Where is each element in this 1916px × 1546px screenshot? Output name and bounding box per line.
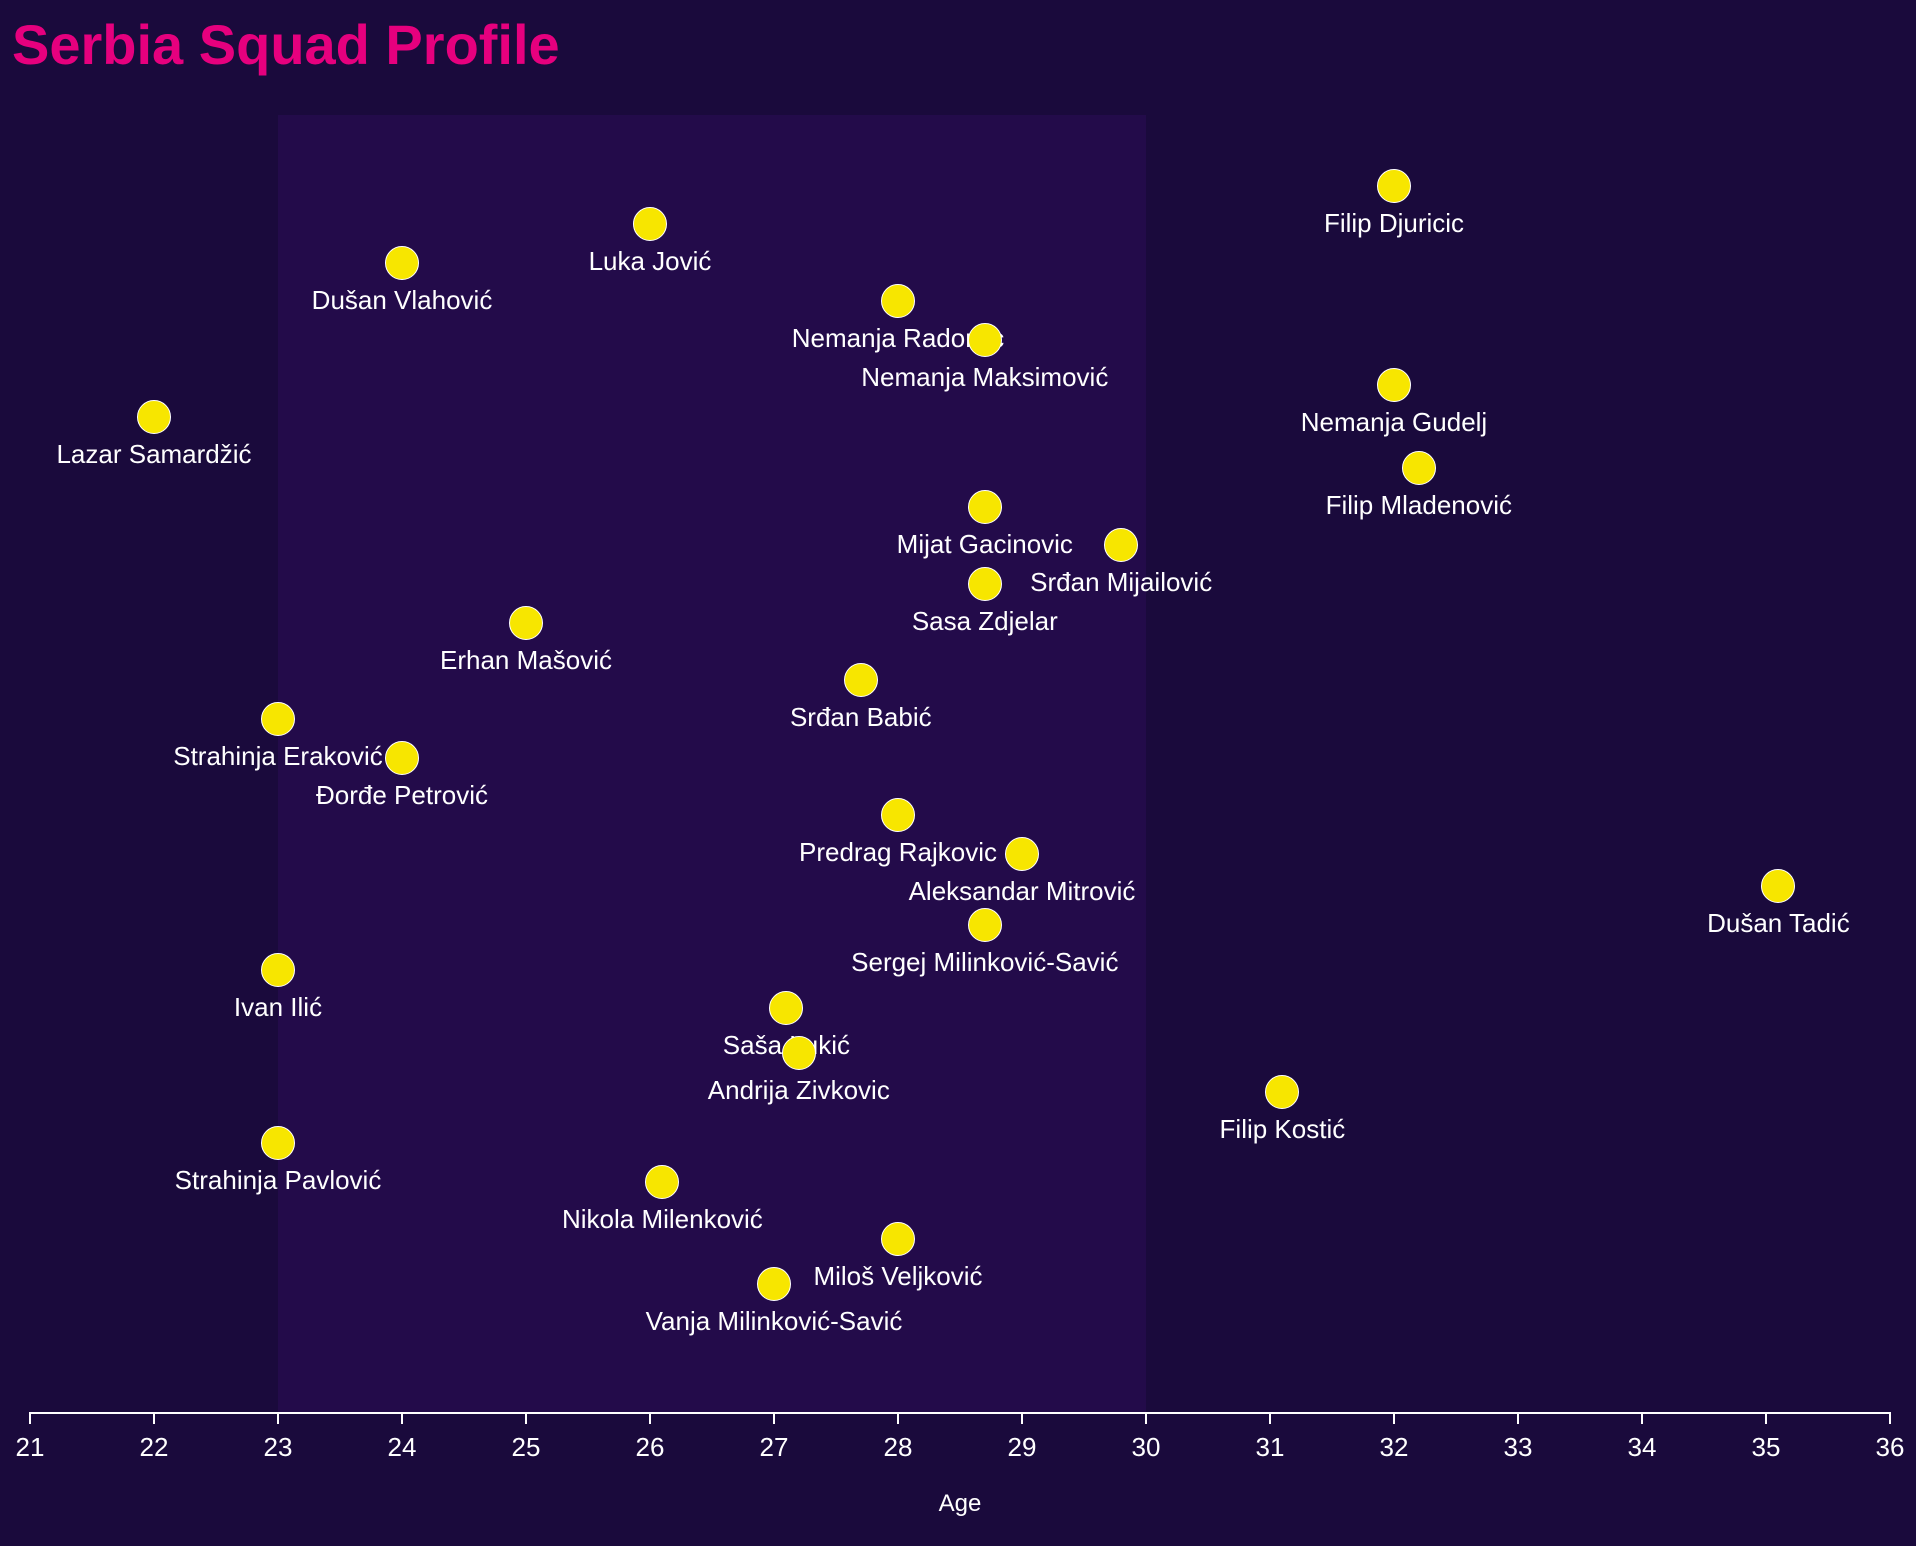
- player-dot: [1104, 528, 1138, 562]
- player-dot: [881, 798, 915, 832]
- x-tick-label: 27: [760, 1432, 789, 1463]
- player-dot: [137, 400, 171, 434]
- x-tick-label: 30: [1132, 1432, 1161, 1463]
- player-label: Miloš Veljković: [813, 1261, 982, 1292]
- x-tick-label: 21: [16, 1432, 45, 1463]
- player-dot: [1005, 837, 1039, 871]
- player-label: Strahinja Eraković: [173, 741, 383, 772]
- x-tick: [1765, 1412, 1767, 1424]
- player-label: Erhan Mašović: [440, 645, 612, 676]
- player-label: Predrag Rajkovic: [799, 837, 997, 868]
- player-label: Filip Kostić: [1220, 1114, 1346, 1145]
- player-label: Đorđe Petrović: [316, 780, 488, 811]
- player-label: Nikola Milenković: [562, 1204, 763, 1235]
- player-label: Filip Djuricic: [1324, 208, 1464, 239]
- player-dot: [782, 1036, 816, 1070]
- player-label: Mijat Gacinovic: [897, 529, 1073, 560]
- x-tick: [1641, 1412, 1643, 1424]
- squad-profile-chart: Serbia Squad Profile 21 22 23 24 25 26 27 28 29 3…: [0, 0, 1916, 1546]
- player-label: Dušan Vlahović: [312, 285, 493, 316]
- x-tick-label: 24: [388, 1432, 417, 1463]
- player-dot: [968, 323, 1002, 357]
- player-dot: [1402, 451, 1436, 485]
- chart-title: Serbia Squad Profile: [12, 12, 560, 77]
- x-tick: [897, 1412, 899, 1424]
- x-tick-label: 34: [1628, 1432, 1657, 1463]
- player-label: Andrija Zivkovic: [708, 1075, 890, 1106]
- player-dot: [385, 741, 419, 775]
- x-tick: [29, 1412, 31, 1424]
- player-dot: [881, 1222, 915, 1256]
- x-tick: [1021, 1412, 1023, 1424]
- player-label: Filip Mladenović: [1326, 490, 1512, 521]
- x-tick-label: 26: [636, 1432, 665, 1463]
- x-tick-label: 36: [1876, 1432, 1905, 1463]
- x-tick: [401, 1412, 403, 1424]
- x-tick-label: 35: [1752, 1432, 1781, 1463]
- x-tick-label: 32: [1380, 1432, 1409, 1463]
- player-dot: [509, 606, 543, 640]
- player-label: Dušan Tadić: [1707, 908, 1850, 939]
- player-dot: [968, 908, 1002, 942]
- x-tick: [153, 1412, 155, 1424]
- x-tick: [1393, 1412, 1395, 1424]
- player-label: Ivan Ilić: [234, 992, 322, 1023]
- player-dot: [769, 991, 803, 1025]
- x-axis-line: [30, 1412, 1890, 1414]
- x-tick: [1889, 1412, 1891, 1424]
- x-tick-label: 29: [1008, 1432, 1037, 1463]
- player-dot: [1761, 869, 1795, 903]
- x-tick-label: 23: [264, 1432, 293, 1463]
- player-label: Luka Jović: [589, 246, 712, 277]
- x-tick: [525, 1412, 527, 1424]
- x-tick: [649, 1412, 651, 1424]
- player-dot: [261, 1126, 295, 1160]
- player-dot: [261, 702, 295, 736]
- player-dot: [968, 567, 1002, 601]
- x-tick: [277, 1412, 279, 1424]
- player-dot: [261, 953, 295, 987]
- player-label: Sergej Milinković-Savić: [851, 947, 1118, 978]
- player-dot: [1377, 368, 1411, 402]
- x-tick-label: 25: [512, 1432, 541, 1463]
- x-tick: [773, 1412, 775, 1424]
- player-label: Srđan Mijailović: [1030, 567, 1212, 598]
- player-dot: [968, 490, 1002, 524]
- player-dot: [757, 1267, 791, 1301]
- x-tick-label: 33: [1504, 1432, 1533, 1463]
- x-tick-label: 22: [140, 1432, 169, 1463]
- player-label: Vanja Milinković-Savić: [646, 1306, 903, 1337]
- x-tick: [1517, 1412, 1519, 1424]
- x-tick: [1145, 1412, 1147, 1424]
- x-tick: [1269, 1412, 1271, 1424]
- player-label: Lazar Samardžić: [56, 439, 251, 470]
- player-dot: [1377, 169, 1411, 203]
- player-dot: [1265, 1075, 1299, 1109]
- player-label: Nemanja Gudelj: [1301, 407, 1487, 438]
- player-dot: [645, 1165, 679, 1199]
- player-label: Nemanja Maksimović: [861, 362, 1108, 393]
- player-label: Strahinja Pavlović: [175, 1165, 382, 1196]
- player-dot: [844, 663, 878, 697]
- player-label: Sasa Zdjelar: [912, 606, 1058, 637]
- player-dot: [881, 284, 915, 318]
- player-label: Srđan Babić: [790, 702, 932, 733]
- x-tick-label: 28: [884, 1432, 913, 1463]
- player-dot: [385, 246, 419, 280]
- x-tick-label: 31: [1256, 1432, 1285, 1463]
- player-label: Aleksandar Mitrović: [909, 876, 1136, 907]
- x-axis-title: Age: [939, 1490, 982, 1518]
- player-dot: [633, 207, 667, 241]
